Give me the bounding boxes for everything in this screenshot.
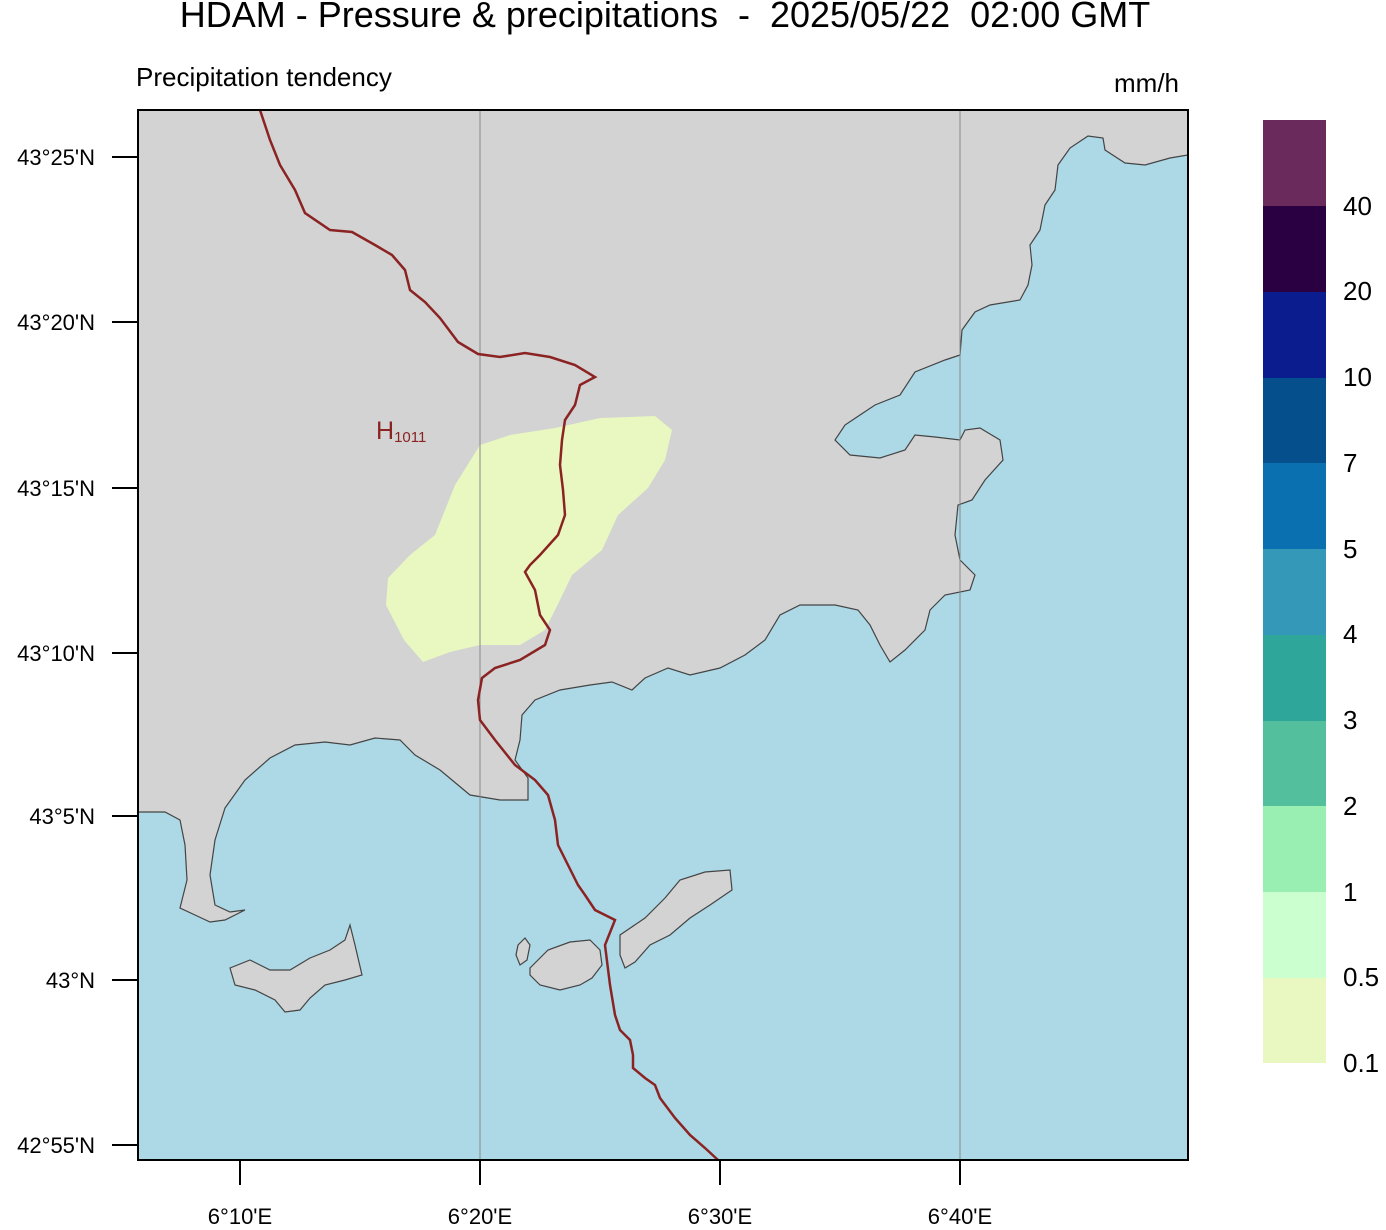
lon-label-6-40: 6°40'E xyxy=(927,1204,993,1229)
island-porquerolles xyxy=(229,922,363,1013)
colorbar-label: 0.5 xyxy=(1343,962,1380,993)
colorbar-label: 0.1 xyxy=(1343,1048,1380,1078)
colorbar-bin-2 xyxy=(1263,805,1326,893)
map-subtitle: Precipitation tendency xyxy=(136,62,392,92)
lat-label-43-5: 43°5'N xyxy=(29,804,95,829)
colorbar-bin-10 xyxy=(1263,120,1326,207)
colorbar-label: 40 xyxy=(1343,190,1372,221)
chart-title: HDAM - Pressure & precipitations - 2025/… xyxy=(179,0,1151,35)
colorbar-bin-8 xyxy=(1263,291,1326,378)
units-label: mm/h xyxy=(1114,68,1179,98)
island-levant xyxy=(619,869,733,969)
lat-label-43-15: 43°15'N xyxy=(17,476,95,501)
isobar-1011 xyxy=(258,109,719,1161)
colorbar-label: 5 xyxy=(1343,533,1358,564)
colorbar-bin-5 xyxy=(1263,548,1326,635)
colorbar-label: 3 xyxy=(1343,705,1358,736)
lon-label-6-30: 6°30'E xyxy=(687,1204,753,1229)
colorbar-label: 7 xyxy=(1343,447,1358,478)
y-ticks xyxy=(112,156,138,1146)
lat-label-43-25: 43°25'N xyxy=(17,145,95,170)
map-frame xyxy=(137,109,1189,1161)
colorbar-bin-3 xyxy=(1263,720,1326,807)
colorbar-bin-4 xyxy=(1263,634,1326,721)
colorbar-label: 2 xyxy=(1343,790,1358,821)
precip-area-0-1 xyxy=(386,416,672,662)
colorbar-label: 10 xyxy=(1343,362,1372,393)
colorbar-bin-7 xyxy=(1263,377,1326,464)
island-bagaud xyxy=(515,937,531,966)
colorbar-bin-9 xyxy=(1263,205,1326,292)
colorbar-label: 20 xyxy=(1343,276,1372,307)
lat-label-42-55: 42°55'N xyxy=(17,1133,95,1158)
colorbar-label: 1 xyxy=(1343,876,1358,907)
lat-label-43-10: 43°10'N xyxy=(17,641,95,666)
colorbar-bin-0 xyxy=(1263,977,1326,1064)
x-ticks xyxy=(239,1160,961,1185)
island-port-cros xyxy=(529,939,603,991)
lon-label-6-10: 6°10'E xyxy=(207,1204,273,1229)
lat-label-43-0: 43°N xyxy=(45,968,95,993)
lat-label-43-20: 43°20'N xyxy=(17,310,95,335)
colorbar-label: 4 xyxy=(1343,619,1358,650)
mainland xyxy=(137,109,1189,923)
colorbar-bin-6 xyxy=(1263,462,1326,550)
lon-label-6-20: 6°20'E xyxy=(447,1204,513,1229)
colorbar-bin-1 xyxy=(1263,891,1326,978)
high-pressure-label: H1011 xyxy=(376,417,427,446)
